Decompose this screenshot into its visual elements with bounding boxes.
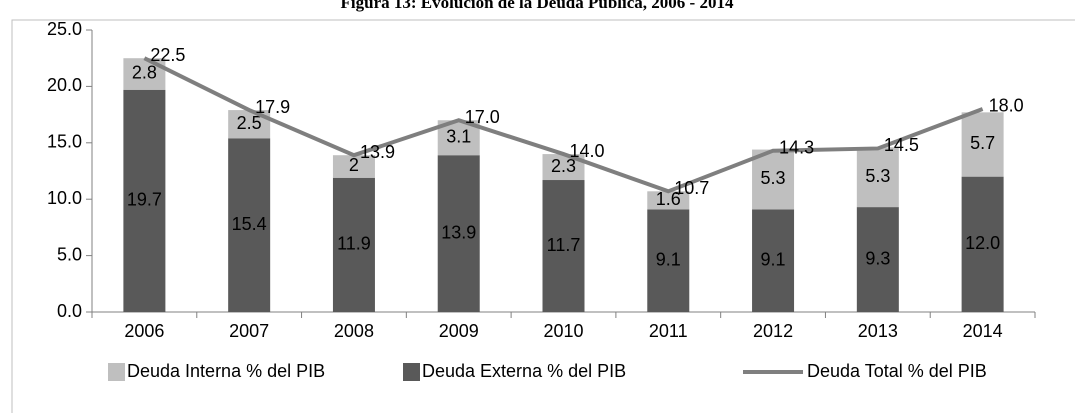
data-label: 5.7 [970, 133, 995, 153]
data-label: 19.7 [127, 190, 162, 210]
legend-swatch [403, 363, 420, 381]
y-tick-label: 25.0 [47, 19, 82, 39]
data-label: 9.1 [761, 249, 786, 269]
data-label: 14.3 [779, 137, 814, 157]
data-label: 13.9 [441, 222, 476, 242]
data-label: 14.0 [570, 141, 605, 161]
data-label: 5.3 [865, 166, 890, 186]
data-label: 12.0 [965, 233, 1000, 253]
legend-swatch [108, 363, 125, 381]
bar-segment [332, 177, 375, 312]
data-label: 14.5 [884, 135, 919, 155]
data-label: 10.7 [674, 178, 709, 198]
data-label: 18.0 [989, 96, 1024, 116]
x-tick-label: 2008 [334, 321, 374, 341]
data-label: 2 [349, 155, 359, 175]
y-tick-label: 20.0 [47, 75, 82, 95]
data-label: 2.8 [132, 63, 157, 83]
bar-segment [647, 209, 690, 312]
legend-label: Deuda Total % del PIB [807, 361, 987, 381]
y-tick-label: 10.0 [47, 188, 82, 208]
data-label: 15.4 [232, 214, 267, 234]
data-label: 2.5 [237, 113, 262, 133]
line-series [143, 56, 984, 194]
data-label: 1.6 [656, 189, 681, 209]
bar-segment [752, 209, 795, 312]
chart-title: Figura 13: Evolución de la Deuda Pública… [341, 0, 734, 12]
data-label: 13.9 [360, 142, 395, 162]
bar-segment [542, 180, 585, 312]
bar-segment [228, 138, 271, 312]
data-label: 17.9 [255, 97, 290, 117]
chart-frame [11, 19, 1075, 413]
bar-segment [856, 147, 899, 208]
bar-segment [856, 207, 899, 312]
y-tick-label: 0.0 [57, 301, 82, 321]
x-tick-label: 2009 [439, 321, 479, 341]
x-tick-label: 2014 [963, 321, 1003, 341]
data-label: 17.0 [465, 107, 500, 127]
y-tick-label: 5.0 [57, 244, 82, 264]
data-label: 5.3 [761, 168, 786, 188]
bar-segment [961, 112, 1004, 177]
x-tick-label: 2013 [858, 321, 898, 341]
bar-segment [332, 155, 375, 178]
bar-segment [961, 176, 1004, 312]
x-tick-label: 2006 [124, 321, 164, 341]
legend-label: Deuda Interna % del PIB [127, 361, 325, 381]
y-tick-label: 15.0 [47, 132, 82, 152]
x-tick-label: 2010 [543, 321, 583, 341]
bar-segment [437, 155, 480, 312]
data-label: 2.3 [551, 156, 576, 176]
data-label: 22.5 [150, 45, 185, 65]
data-label: 9.3 [865, 248, 890, 268]
x-tick-label: 2012 [753, 321, 793, 341]
data-label: 11.7 [547, 235, 581, 255]
bar-segment [123, 89, 166, 312]
data-label: 3.1 [446, 126, 471, 146]
data-label: 11.9 [337, 234, 371, 254]
data-label: 9.1 [656, 249, 681, 269]
x-tick-label: 2011 [649, 321, 688, 341]
legend-label: Deuda Externa % del PIB [422, 361, 626, 381]
bar-segment [647, 191, 690, 210]
x-tick-label: 2007 [229, 321, 269, 341]
bar-segment [752, 149, 795, 210]
